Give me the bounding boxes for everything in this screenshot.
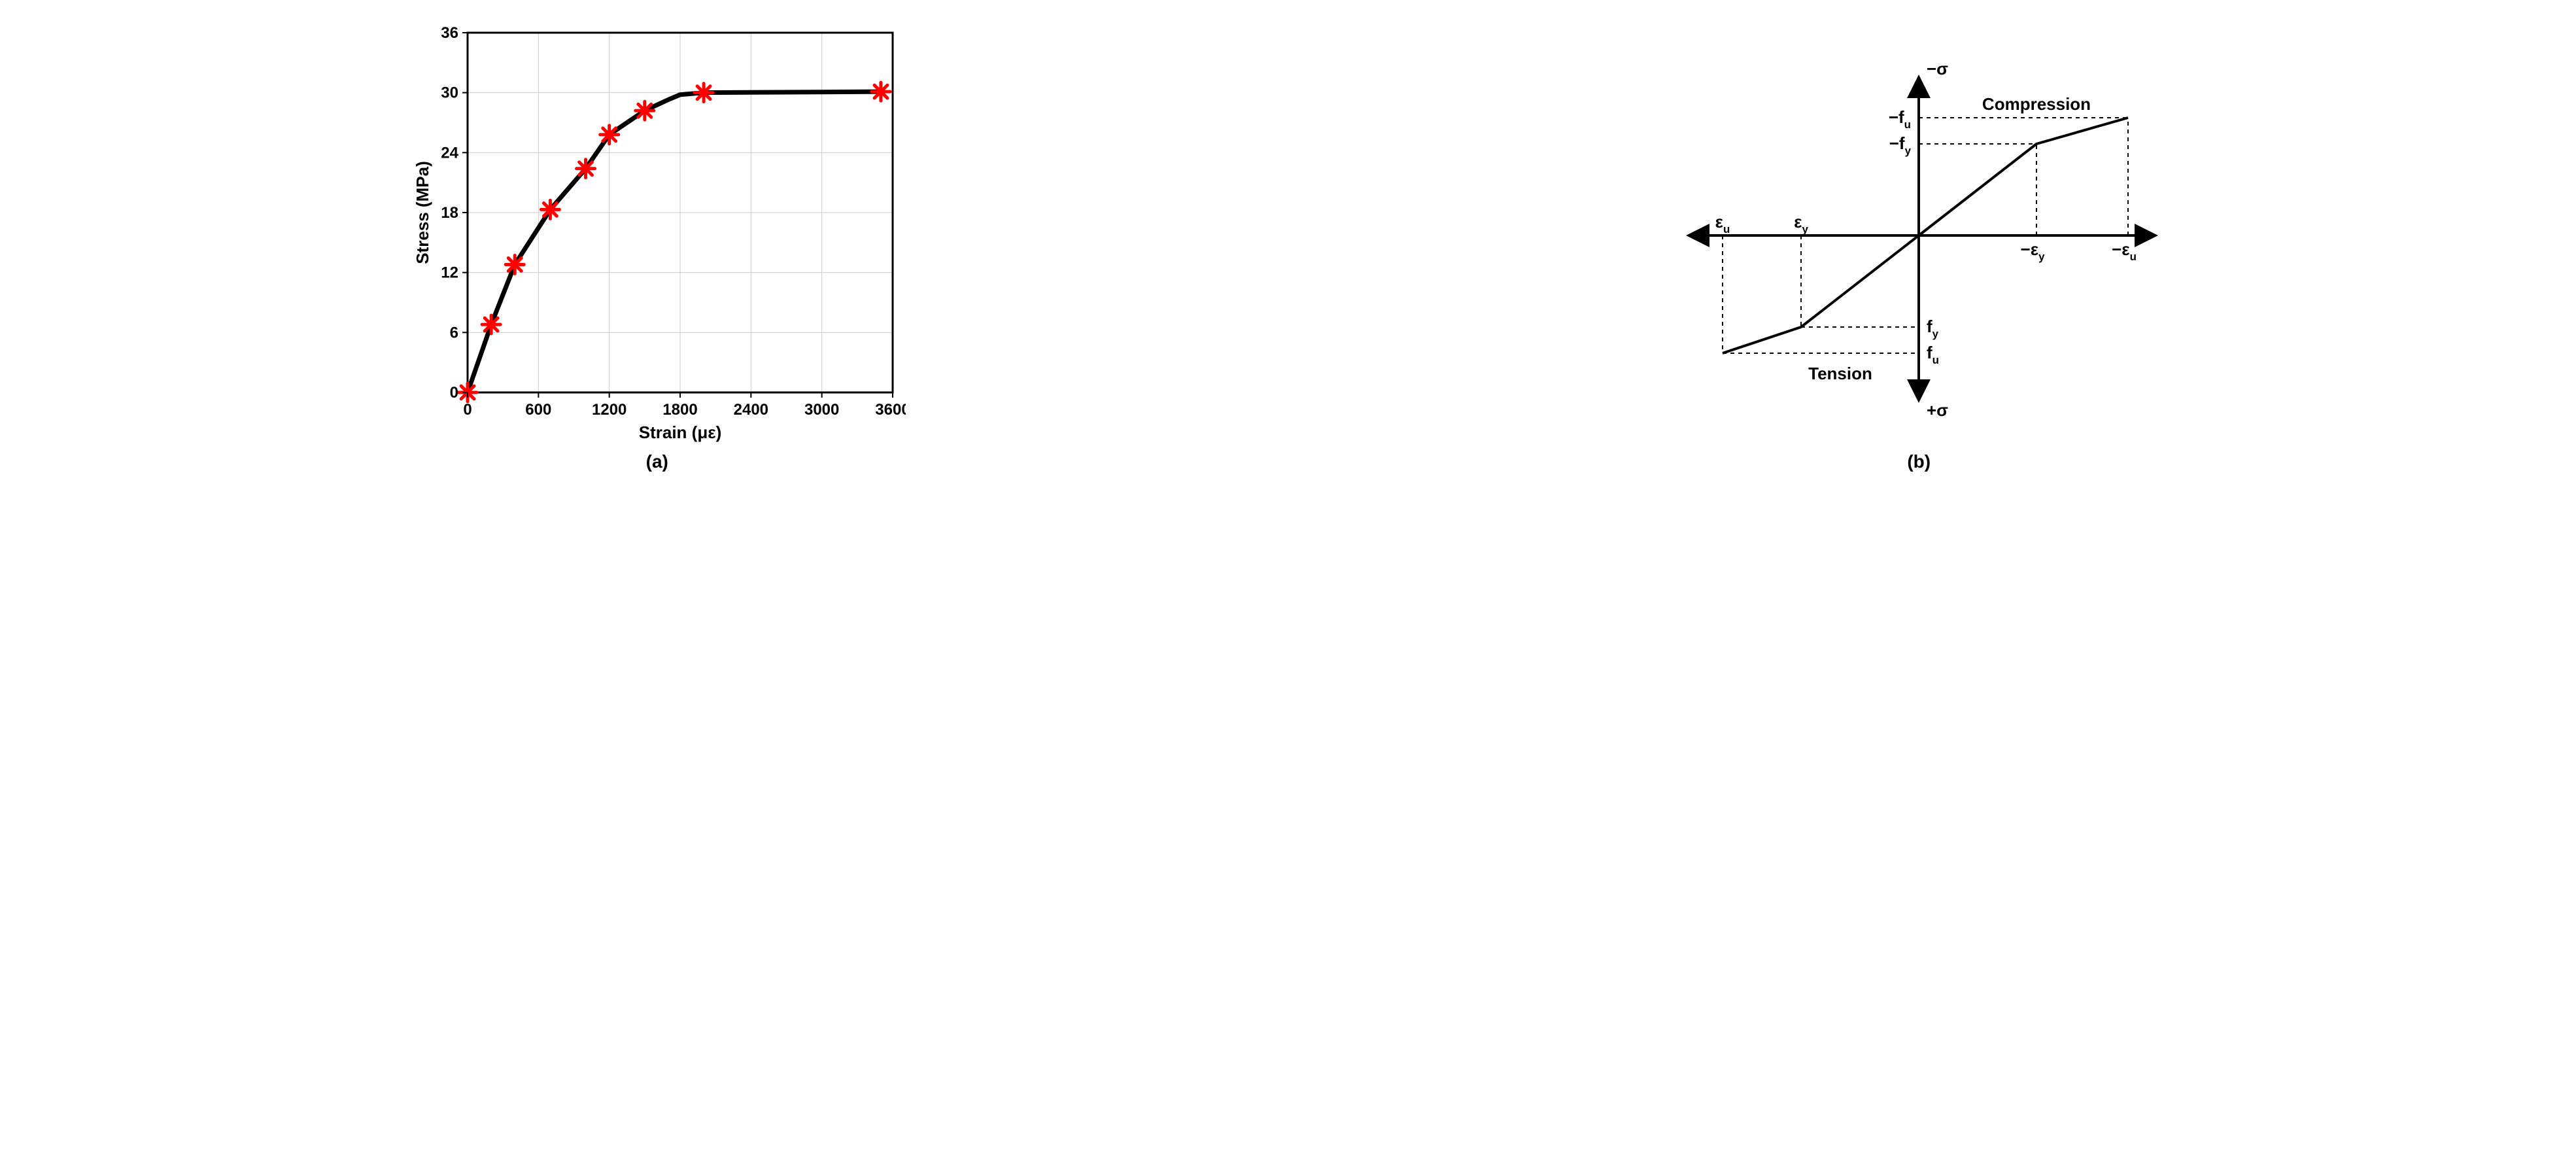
stress-strain-chart: 0 600 1200 1800 2400 3000 3600 0 6 12 18 24 30 36 Stra…	[409, 13, 906, 445]
svg-text:εu: εu	[1715, 212, 1730, 235]
svg-text:3600: 3600	[875, 401, 906, 419]
svg-text:24: 24	[441, 144, 458, 162]
svg-text:Strain (με): Strain (με)	[639, 423, 721, 442]
svg-text:−σ: −σ	[1927, 59, 1948, 78]
svg-text:+σ: +σ	[1927, 400, 1948, 420]
svg-text:0: 0	[449, 384, 458, 402]
svg-text:3000: 3000	[804, 401, 839, 419]
svg-text:1200: 1200	[592, 401, 627, 419]
svg-text:6: 6	[449, 324, 458, 341]
svg-text:Tension: Tension	[1808, 364, 1872, 383]
svg-text:Compression: Compression	[1982, 94, 2091, 114]
svg-text:0: 0	[463, 401, 472, 419]
panel-a: 0 600 1200 1800 2400 3000 3600 0 6 12 18 24 30 36 Stra…	[409, 13, 906, 472]
svg-text:2400: 2400	[733, 401, 768, 419]
svg-text:12: 12	[441, 264, 458, 282]
caption-b: (b)	[1907, 451, 1931, 472]
svg-text:εy: εy	[1794, 212, 1808, 235]
svg-text:−fu: −fu	[1889, 107, 1911, 131]
svg-text:−εu: −εu	[2112, 239, 2137, 263]
svg-text:30: 30	[441, 84, 458, 102]
panel-b: −σ +σ Compression Tension −fu−fy fy fu εu εy −εy −…	[1670, 39, 2167, 472]
svg-text:fu: fu	[1927, 343, 1939, 366]
svg-text:−fy: −fy	[1889, 133, 1912, 157]
svg-text:−εy: −εy	[2021, 239, 2046, 263]
caption-a: (a)	[646, 451, 668, 472]
svg-text:36: 36	[441, 24, 458, 42]
bilinear-schematic: −σ +σ Compression Tension −fu−fy fy fu εu εy −εy −…	[1670, 39, 2167, 445]
svg-text:fy: fy	[1927, 317, 1939, 340]
svg-text:600: 600	[525, 401, 551, 419]
svg-text:18: 18	[441, 204, 458, 222]
svg-text:Stress (MPa): Stress (MPa)	[413, 161, 432, 264]
figure-container: 0 600 1200 1800 2400 3000 3600 0 6 12 18 24 30 36 Stra…	[0, 0, 2576, 479]
svg-text:1800: 1800	[662, 401, 697, 419]
